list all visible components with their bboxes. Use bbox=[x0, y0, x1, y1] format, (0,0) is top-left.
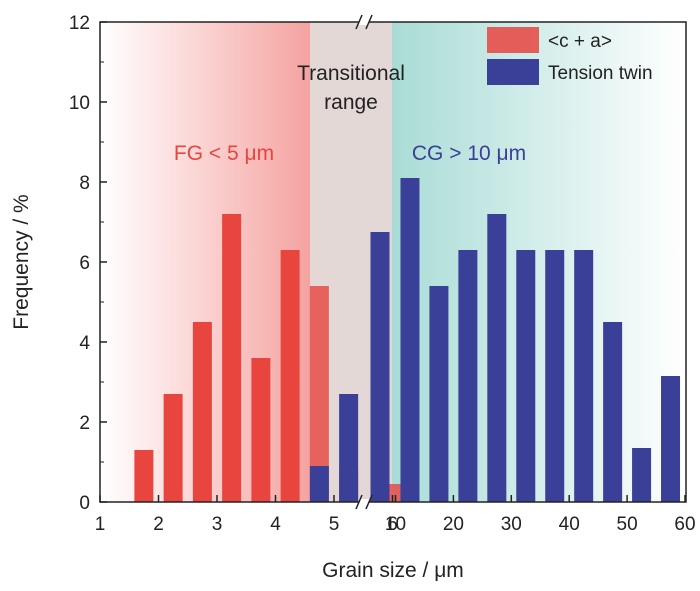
bar-tension-twin-7 bbox=[516, 250, 536, 502]
y-tick-label: 12 bbox=[69, 13, 90, 34]
transitional-label-line2: range bbox=[324, 91, 378, 114]
axis-break-slash bbox=[365, 14, 373, 30]
x-axis-title: Grain size / μm bbox=[322, 559, 464, 582]
bar-tension-twin-1 bbox=[339, 394, 359, 502]
legend: <c + a> Tension twin bbox=[487, 27, 653, 85]
bar-tension-twin-11 bbox=[632, 448, 652, 502]
x-tick-label: 50 bbox=[617, 514, 638, 535]
x-axis-ticks: 1 2 3 4 5 610 20 30 40 50 60 bbox=[95, 495, 696, 535]
x-tick-label: 5 bbox=[329, 514, 340, 535]
x-tick-label: 1 bbox=[95, 514, 106, 535]
bar-tension-twin-6 bbox=[487, 214, 507, 502]
bar-tension-twin-9 bbox=[574, 250, 594, 502]
bar-c-a-0 bbox=[134, 450, 154, 502]
y-tick-label: 2 bbox=[79, 413, 90, 434]
axis-break-marks bbox=[355, 14, 373, 510]
axis-break-slash bbox=[355, 494, 363, 510]
bar-c-a-1 bbox=[163, 394, 183, 502]
bar-tension-twin-4 bbox=[429, 286, 449, 502]
axis-break-gap bbox=[359, 19, 369, 25]
bar-tension-twin-10 bbox=[603, 322, 623, 502]
y-tick-label: 0 bbox=[79, 493, 90, 514]
y-axis-ticks: 0 2 4 6 8 10 12 bbox=[69, 13, 107, 514]
x-tick-label: 60 bbox=[674, 514, 695, 535]
y-axis-title: Frequency / % bbox=[10, 194, 33, 329]
bar-c-a-5 bbox=[280, 250, 300, 502]
bar-tension-twin-0 bbox=[309, 466, 329, 502]
bar-c-a-2 bbox=[192, 322, 212, 502]
bar-tension-twin-2 bbox=[370, 232, 390, 502]
axis-break-slash bbox=[355, 14, 363, 30]
bar-c-a-6 bbox=[309, 286, 329, 502]
x-tick-label: 10 bbox=[385, 514, 406, 535]
x-tick-label: 40 bbox=[559, 514, 580, 535]
x-tick-label: 20 bbox=[443, 514, 464, 535]
x-tick-label: 3 bbox=[212, 514, 223, 535]
fine-grain-label: FG < 5 μm bbox=[174, 142, 274, 165]
legend-swatch-c-a bbox=[487, 27, 539, 53]
bar-tension-twin-8 bbox=[545, 250, 565, 502]
coarse-grain-label: CG > 10 μm bbox=[412, 142, 526, 165]
bar-c-a-4 bbox=[251, 358, 271, 502]
transitional-label-line1: Transitional bbox=[297, 62, 405, 85]
x-tick-label: 2 bbox=[153, 514, 164, 535]
legend-label-tension-twin: Tension twin bbox=[548, 63, 653, 84]
y-tick-label: 6 bbox=[79, 253, 90, 274]
axis-break-slash bbox=[365, 494, 373, 510]
legend-label-c-a: <c + a> bbox=[548, 31, 612, 52]
bar-tension-twin-12 bbox=[661, 376, 681, 502]
y-tick-label: 8 bbox=[79, 173, 90, 194]
x-tick-label: 30 bbox=[501, 514, 522, 535]
x-tick-label: 4 bbox=[270, 514, 281, 535]
y-tick-label: 4 bbox=[79, 333, 90, 354]
axis-break-gap bbox=[359, 499, 369, 505]
y-tick-label: 10 bbox=[69, 93, 90, 114]
bar-c-a-8 bbox=[386, 484, 405, 502]
bar-c-a-3 bbox=[222, 214, 242, 502]
legend-swatch-tension-twin bbox=[487, 59, 539, 85]
bars-group bbox=[134, 178, 681, 502]
x-tick-label: 6 bbox=[387, 514, 398, 535]
bar-tension-twin-3 bbox=[400, 178, 420, 502]
bar-tension-twin-5 bbox=[458, 250, 478, 502]
